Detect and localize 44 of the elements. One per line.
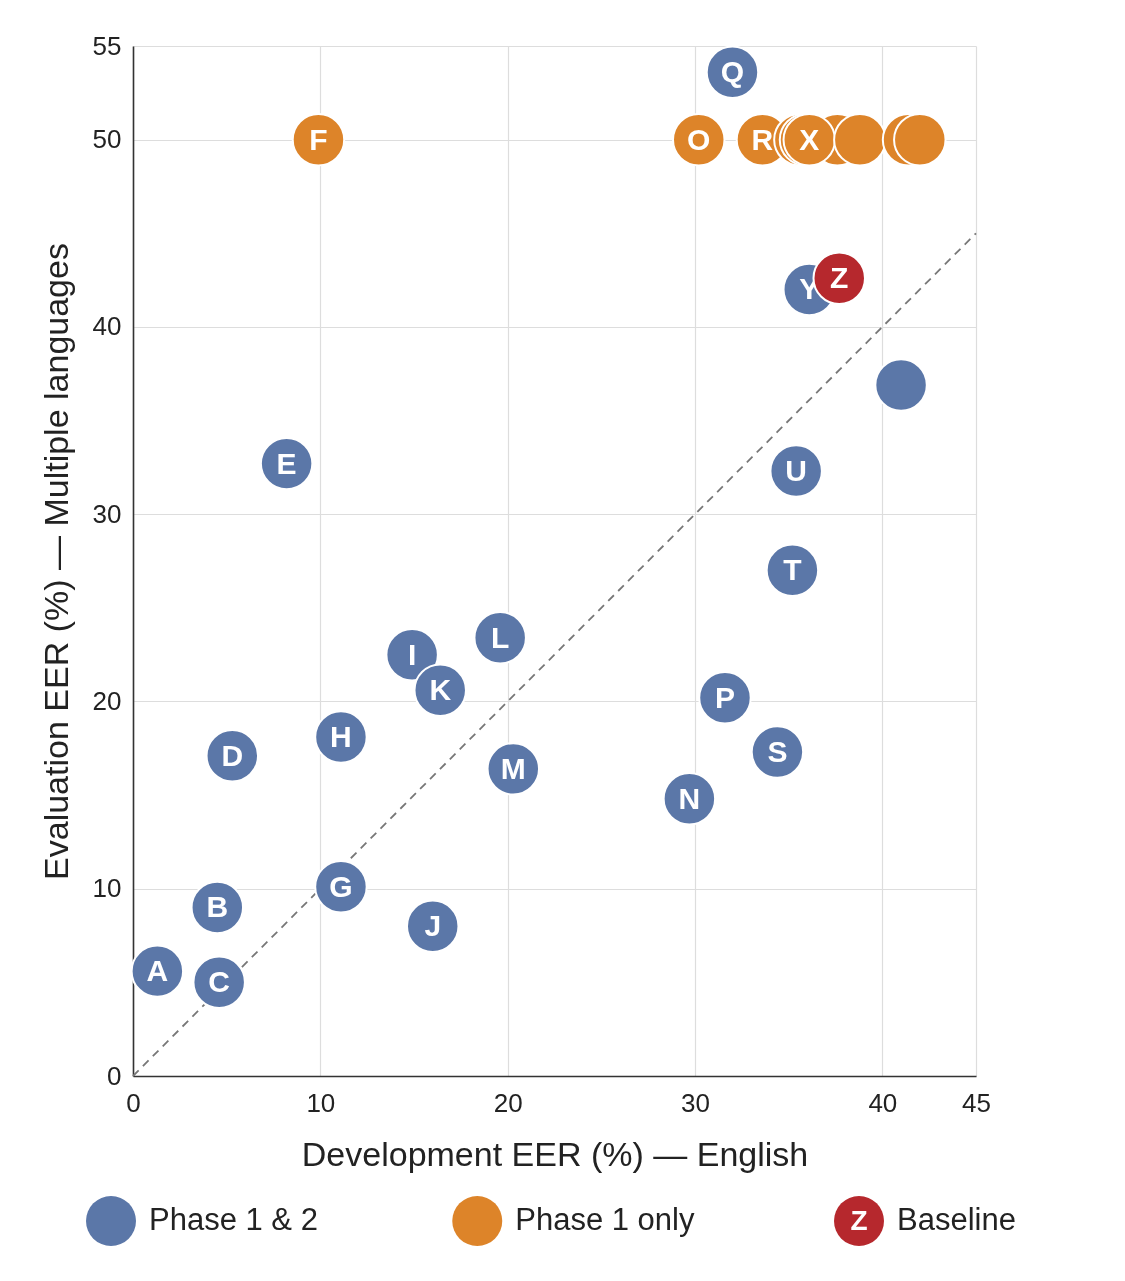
- data-label: F: [309, 122, 328, 156]
- data-label: K: [429, 673, 452, 707]
- data-label: Q: [720, 55, 745, 89]
- x-tick-label: 0: [126, 1087, 141, 1118]
- legend-label: Phase 1 & 2: [149, 1202, 318, 1237]
- x-tick-label: 45: [962, 1087, 991, 1118]
- data-label: R: [751, 122, 774, 156]
- x-tick-label: 40: [868, 1087, 898, 1118]
- y-tick-label: 20: [92, 685, 122, 716]
- data-label: S: [767, 735, 788, 769]
- y-tick-label: 10: [92, 873, 122, 904]
- data-label: N: [678, 781, 701, 815]
- data-label: A: [146, 954, 169, 988]
- data-label: G: [329, 869, 353, 903]
- data-label: P: [714, 680, 735, 714]
- x-tick-label: 10: [306, 1087, 336, 1118]
- point: [874, 358, 928, 412]
- data-label: I: [407, 637, 417, 671]
- text: Z: [850, 1205, 868, 1236]
- legend-label: Phase 1 only: [515, 1202, 695, 1237]
- data-label: U: [785, 454, 807, 488]
- data-label: O: [687, 122, 711, 156]
- y-tick-label: 50: [92, 124, 122, 155]
- data-label: L: [491, 620, 510, 654]
- data-label: J: [424, 909, 442, 943]
- legend-label: Baseline: [897, 1202, 1016, 1237]
- y-tick-label: 40: [92, 311, 122, 342]
- data-label: E: [276, 446, 297, 480]
- x-axis-title: Development EER (%) — English: [301, 1134, 809, 1173]
- data-label: H: [330, 720, 352, 754]
- y-tick-label: 30: [92, 498, 122, 529]
- y-tick-label: 0: [107, 1060, 122, 1091]
- point: [405, 899, 460, 953]
- data-label: D: [221, 738, 244, 772]
- y-tick-label: 55: [92, 30, 122, 61]
- data-label: T: [783, 553, 802, 587]
- data-label: B: [206, 890, 229, 924]
- data-label: Z: [830, 261, 849, 295]
- x-tick-label: 20: [493, 1087, 523, 1118]
- data-label: C: [208, 965, 231, 999]
- point: [893, 112, 947, 167]
- data-label: M: [500, 751, 526, 785]
- y-axis-title: Evaluation EER (%) — Multiple languages: [36, 243, 75, 880]
- x-tick-label: 30: [681, 1087, 710, 1118]
